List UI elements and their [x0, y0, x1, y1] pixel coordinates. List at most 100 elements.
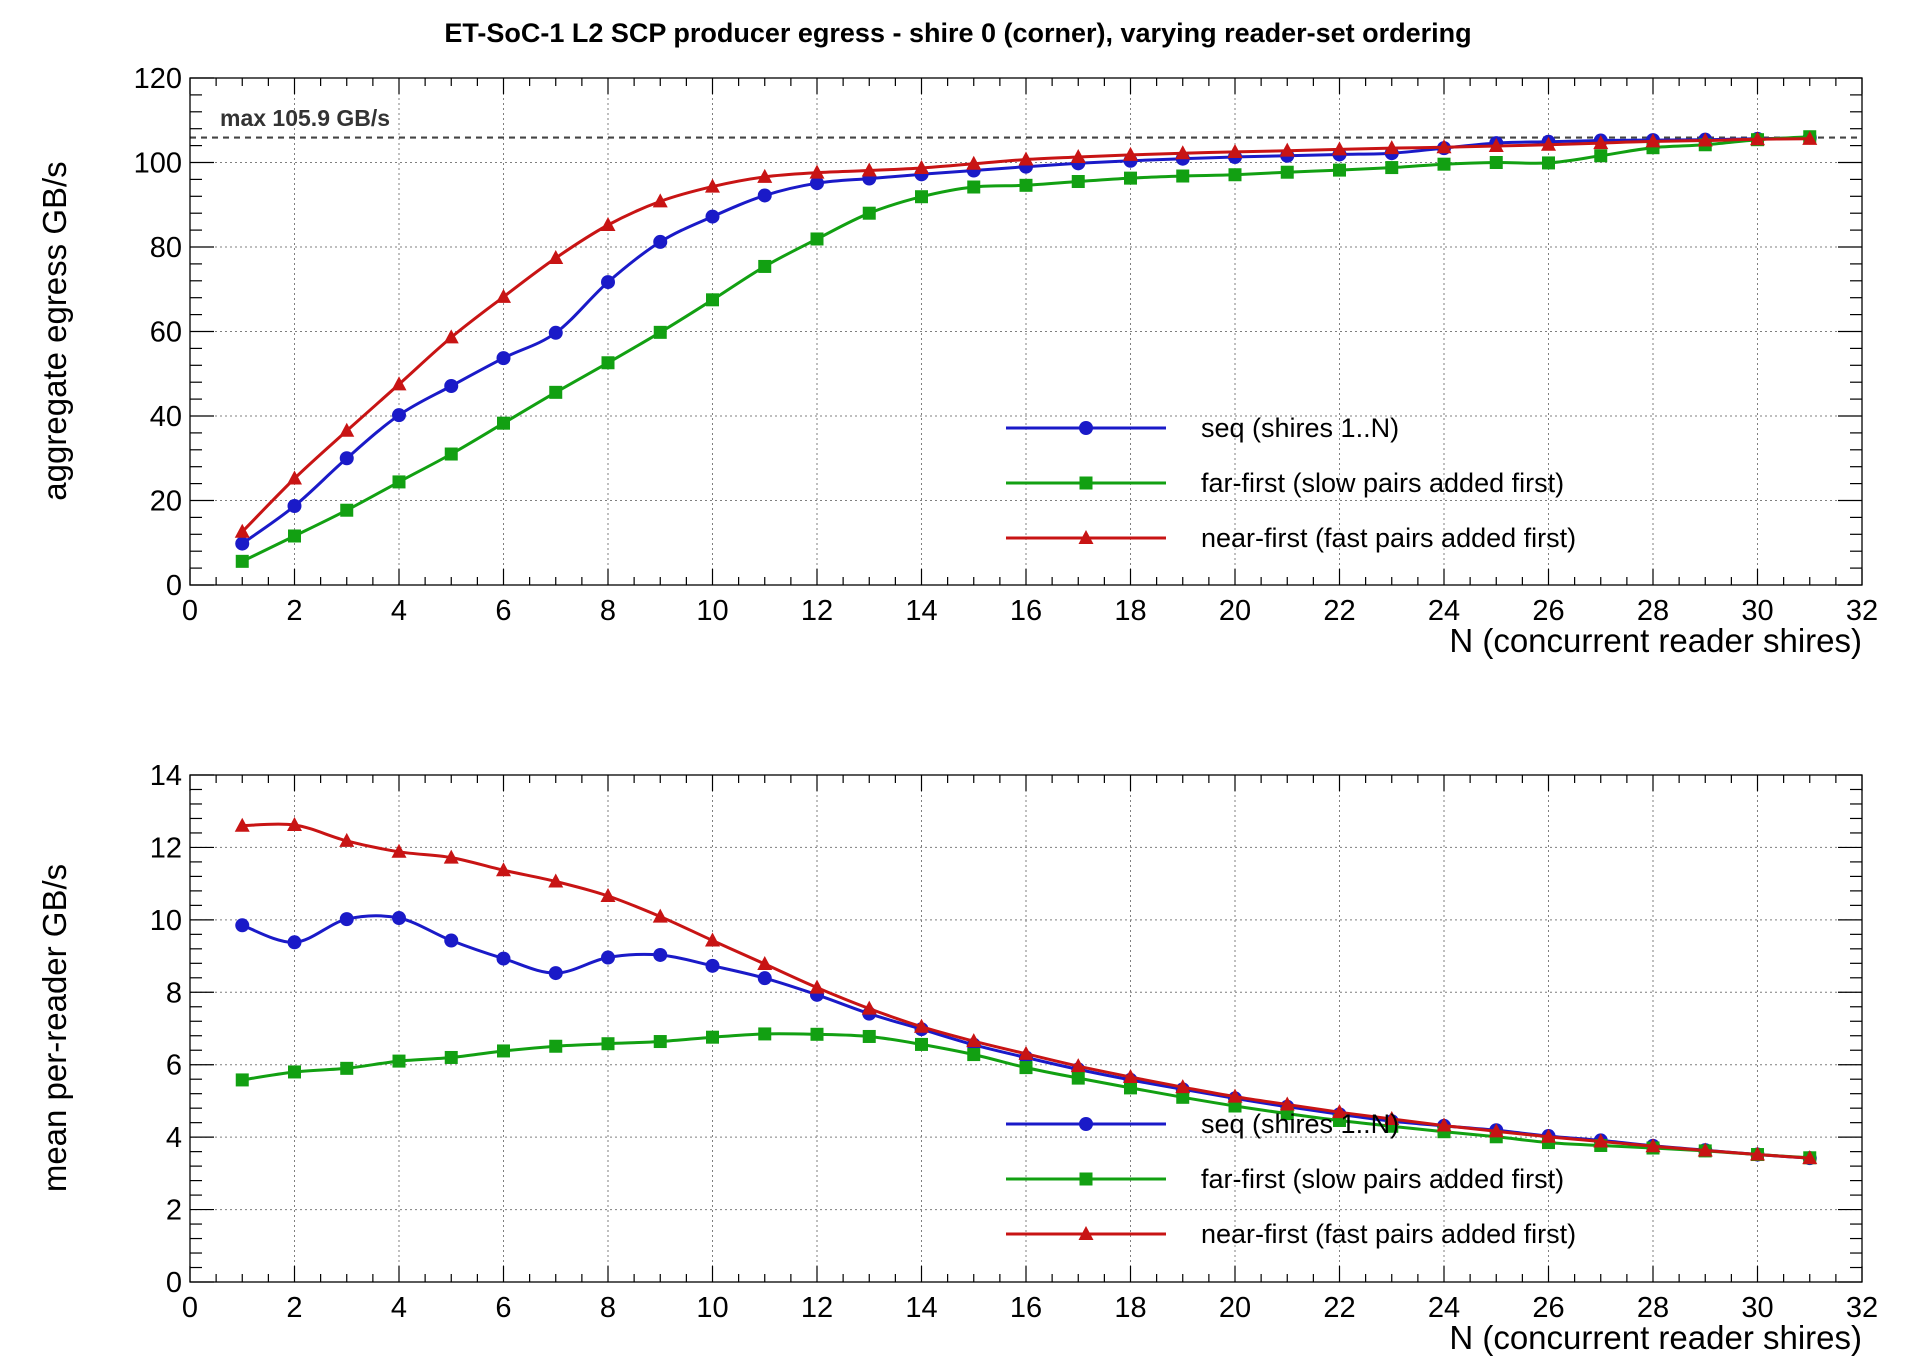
- near-point: [600, 217, 616, 232]
- seq-point: [757, 188, 772, 203]
- seq-point: [653, 947, 668, 962]
- x-tick-label: 22: [1323, 1292, 1355, 1324]
- near-point: [1227, 1088, 1243, 1103]
- far-point: [653, 1035, 667, 1049]
- seq-point: [757, 971, 772, 986]
- far-point: [862, 206, 876, 220]
- near-point: [1593, 135, 1609, 150]
- far-point: [549, 1039, 563, 1053]
- far-point: [1019, 1061, 1033, 1075]
- far-point: [758, 1027, 772, 1041]
- y-tick-label: 0: [166, 570, 182, 602]
- x-tick-label: 2: [286, 595, 302, 627]
- near-point: [1279, 1096, 1295, 1111]
- x-tick-label: 10: [696, 1292, 728, 1324]
- near-point: [1697, 132, 1713, 147]
- near-point: [443, 329, 459, 344]
- near-point: [1018, 151, 1034, 166]
- y-tick-label: 0: [166, 1267, 182, 1299]
- far-point: [1594, 149, 1608, 163]
- legend-label: far-first (slow pairs added first): [1201, 1164, 1564, 1194]
- near-point: [1123, 146, 1138, 161]
- x-tick-label: 20: [1219, 1292, 1251, 1324]
- near-point: [1332, 1104, 1347, 1119]
- far-point: [340, 503, 354, 517]
- seq-point: [392, 911, 406, 926]
- legend-marker: [1079, 1172, 1093, 1186]
- aggregate-egress-panel: 0 2 4 6 8 10 12 14 16 18 20 22 24 26 28 30 3202040608010…: [36, 63, 1878, 659]
- y-tick-label: 10: [150, 905, 182, 937]
- far-point: [706, 293, 719, 307]
- near-point: [1384, 140, 1400, 155]
- seq-point: [705, 958, 720, 973]
- far-point: [758, 259, 772, 273]
- far-point: [497, 416, 510, 430]
- x-tick-label: 22: [1323, 595, 1355, 627]
- far-point: [967, 1048, 981, 1062]
- far-point: [810, 1027, 824, 1041]
- far-point: [967, 180, 981, 194]
- seq-point: [235, 918, 250, 933]
- near-point: [652, 908, 668, 923]
- y-tick-label: 12: [150, 832, 182, 864]
- far-point: [1176, 1090, 1190, 1104]
- near-point: [1018, 1045, 1034, 1060]
- near-point: [1488, 138, 1504, 153]
- near-point: [548, 249, 564, 264]
- near-point: [496, 862, 511, 877]
- x-tick-label: 0: [182, 1292, 198, 1324]
- legend-marker: [1078, 1226, 1094, 1240]
- x-tick-label: 6: [495, 1292, 511, 1324]
- near-point: [1332, 141, 1347, 156]
- seq-point: [810, 176, 824, 191]
- near-point: [1488, 1123, 1504, 1138]
- far-point: [1071, 175, 1085, 189]
- near-point: [287, 816, 302, 831]
- x-axis-title: N (concurrent reader shires): [1449, 622, 1862, 659]
- far-point: [235, 554, 249, 568]
- near-point: [1541, 1128, 1556, 1143]
- far-point: [1176, 169, 1190, 183]
- x-tick-label: 14: [905, 595, 937, 627]
- far-point: [1333, 163, 1346, 177]
- far-point: [653, 325, 667, 339]
- near-point: [966, 155, 982, 170]
- near-point: [1645, 133, 1661, 148]
- near-point: [1227, 143, 1243, 158]
- near-point: [1175, 1079, 1191, 1094]
- near-point: [861, 1000, 877, 1015]
- x-tick-label: 30: [1741, 1292, 1773, 1324]
- seq-point: [444, 933, 459, 948]
- legend-marker: [1079, 421, 1093, 435]
- near-point: [391, 843, 407, 858]
- legend-label: seq (shires 1..N): [1201, 1109, 1399, 1139]
- far-point: [1071, 1071, 1085, 1085]
- x-tick-label: 12: [801, 1292, 833, 1324]
- x-tick-label: 8: [600, 595, 616, 627]
- y-tick-label: 8: [166, 977, 182, 1009]
- near-point: [652, 193, 668, 208]
- x-tick-label: 10: [696, 595, 728, 627]
- near-point: [1070, 1058, 1086, 1073]
- x-tick-label: 12: [801, 595, 833, 627]
- legend-label: seq (shires 1..N): [1201, 413, 1399, 443]
- far-point: [915, 190, 928, 204]
- x-tick-label: 28: [1637, 595, 1669, 627]
- near-point: [757, 956, 773, 971]
- near-point: [443, 849, 459, 864]
- x-tick-label: 32: [1846, 1292, 1878, 1324]
- x-tick-label: 30: [1741, 595, 1773, 627]
- near-point: [1697, 1142, 1713, 1157]
- seq-point: [235, 536, 250, 551]
- far-point: [235, 1073, 249, 1087]
- y-tick-label: 20: [150, 486, 182, 518]
- near-point: [1802, 1150, 1818, 1165]
- far-point: [1124, 171, 1137, 185]
- near-point: [391, 376, 407, 391]
- far-point: [862, 1029, 876, 1043]
- near-point: [757, 168, 773, 183]
- seq-point: [548, 325, 563, 340]
- far-point: [1489, 156, 1503, 169]
- y-tick-label: 6: [166, 1050, 182, 1082]
